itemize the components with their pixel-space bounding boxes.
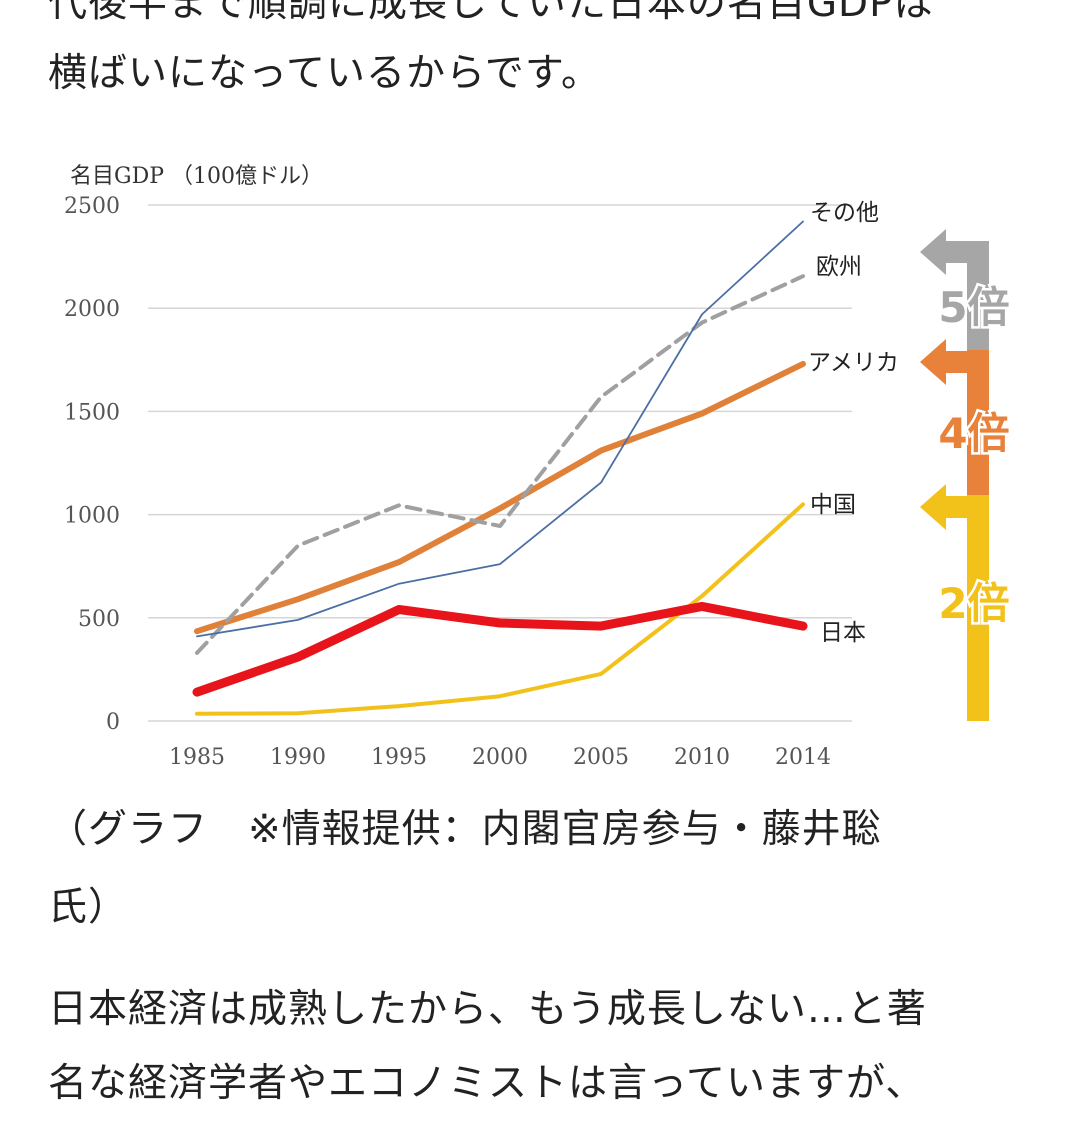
growth-bar — [967, 252, 989, 350]
growth-markers: 5倍 4倍 2倍 — [920, 229, 1012, 721]
paragraph-line: 横ばいになっているからです。 — [48, 51, 601, 96]
y-tick-label: 1500 — [64, 400, 120, 425]
growth-label: 2倍 — [938, 579, 1009, 628]
growth-label: 4倍 — [938, 409, 1009, 458]
y-axis-label: 名目GDP （100億ドル） — [70, 164, 323, 189]
x-tick-label: 2010 — [674, 745, 730, 770]
series-label: アメリカ — [808, 350, 899, 376]
growth-arrow-shaft — [944, 351, 989, 373]
chart-caption: 氏） — [48, 885, 129, 930]
y-tick-label: 1000 — [64, 504, 120, 529]
series-label: その他 — [810, 200, 879, 226]
y-tick-label: 2000 — [64, 297, 120, 322]
y-tick-labels: 0 500 1000 1500 2000 2500 — [64, 194, 120, 735]
growth-arrow-shaft — [944, 496, 989, 518]
x-tick-labels: 1985 1990 1995 2000 2005 2010 2014 — [169, 745, 831, 770]
series-line-4 — [192, 601, 808, 697]
series-lines — [192, 220, 808, 716]
series-label: 中国 — [810, 492, 856, 518]
y-tick-label: 2500 — [64, 194, 120, 219]
series-line-2 — [194, 360, 806, 635]
growth-label: 5倍 — [938, 283, 1009, 332]
paragraph-line: 代後半まで順調に成長していた日本の名目GDPは — [48, 0, 934, 26]
x-tick-label: 1995 — [371, 745, 427, 770]
x-tick-label: 2005 — [573, 745, 629, 770]
growth-bar — [967, 495, 989, 721]
series-line-0 — [196, 220, 804, 638]
growth-arrow-head — [920, 339, 946, 385]
growth-arrow-head — [920, 484, 946, 530]
gdp-line-chart: 名目GDP （100億ドル） 0 500 1000 1500 2000 2500 1985… — [64, 164, 1012, 770]
chart-caption: （グラフ ※情報提供：内閣官房参与・藤井聡 — [48, 807, 882, 852]
paragraph-line: 名な経済学者やエコノミストは言っていますが、 — [48, 1061, 926, 1106]
growth-bar — [967, 350, 989, 495]
y-tick-label: 500 — [78, 607, 120, 632]
series-label: 欧州 — [816, 254, 862, 280]
x-tick-label: 2014 — [775, 745, 831, 770]
paragraph-line: 日本経済は成熟したから、もう成長しない…と著 — [48, 987, 927, 1032]
gridlines — [148, 204, 852, 722]
x-tick-label: 1990 — [270, 745, 326, 770]
series-line-1 — [195, 274, 805, 655]
growth-arrow-head — [920, 229, 946, 275]
x-tick-label: 1985 — [169, 745, 225, 770]
series-label: 日本 — [820, 620, 866, 646]
x-tick-label: 2000 — [472, 745, 528, 770]
growth-arrow-shaft — [944, 241, 989, 263]
series-line-3 — [195, 502, 805, 716]
y-tick-label: 0 — [106, 710, 120, 735]
